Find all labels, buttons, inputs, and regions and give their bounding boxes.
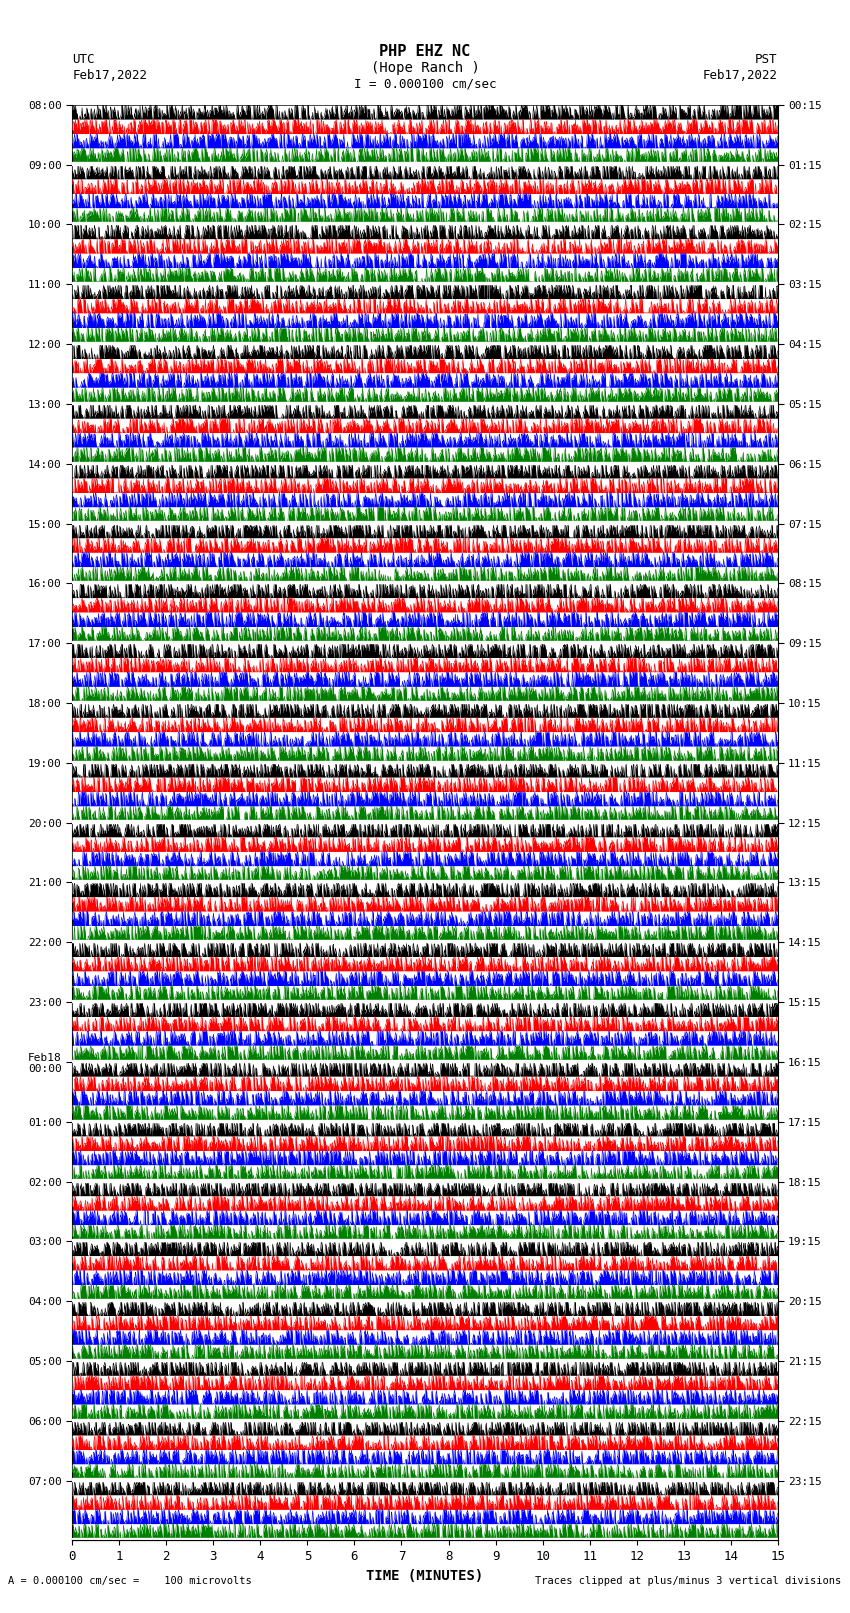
Bar (72, 1298, 778, 1302)
Text: UTC: UTC (72, 53, 94, 66)
Bar (72, 1060, 778, 1061)
Bar (72, 1179, 778, 1182)
Bar (72, 1539, 778, 1540)
Bar (72, 402, 778, 403)
Bar (72, 1479, 778, 1481)
Bar (72, 282, 778, 284)
Bar (72, 461, 778, 465)
Bar (72, 581, 778, 584)
Text: Feb17,2022: Feb17,2022 (72, 69, 147, 82)
Bar (72, 761, 778, 763)
Bar (72, 700, 778, 703)
Text: A = 0.000100 cm/sec =    100 microvolts: A = 0.000100 cm/sec = 100 microvolts (8, 1576, 252, 1586)
Bar (72, 1119, 778, 1121)
Bar (72, 940, 778, 942)
Bar (72, 342, 778, 344)
Bar (72, 881, 778, 882)
Bar (72, 1000, 778, 1002)
X-axis label: TIME (MINUTES): TIME (MINUTES) (366, 1569, 484, 1582)
Text: Feb17,2022: Feb17,2022 (703, 69, 778, 82)
Text: Traces clipped at plus/minus 3 vertical divisions: Traces clipped at plus/minus 3 vertical … (536, 1576, 842, 1586)
Bar (72, 821, 778, 823)
Text: I = 0.000100 cm/sec: I = 0.000100 cm/sec (354, 77, 496, 90)
Bar (72, 163, 778, 165)
Bar (72, 223, 778, 224)
Bar (72, 640, 778, 644)
Bar (72, 521, 778, 524)
Text: PHP EHZ NC: PHP EHZ NC (379, 44, 471, 60)
Text: PST: PST (756, 53, 778, 66)
Bar (72, 1239, 778, 1242)
Bar (72, 1358, 778, 1361)
Text: (Hope Ranch ): (Hope Ranch ) (371, 61, 479, 74)
Bar (72, 1418, 778, 1421)
